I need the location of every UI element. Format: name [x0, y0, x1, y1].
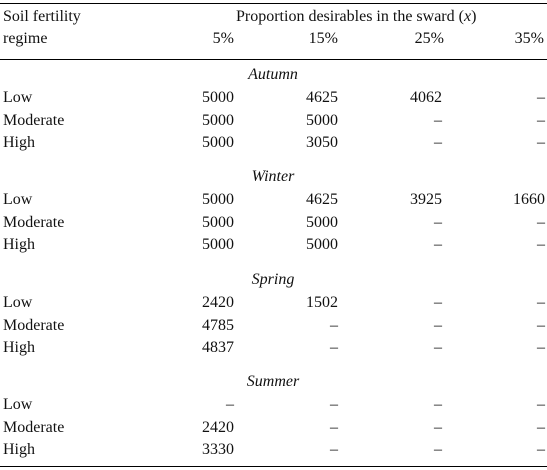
table-bottom-rule	[0, 466, 547, 468]
table-cell: –	[330, 316, 338, 334]
row-label: Moderate	[3, 418, 65, 436]
table-cell: 5000	[202, 191, 234, 208]
table-cell: –	[330, 339, 338, 357]
table-top-rule	[0, 3, 547, 5]
table-cell: –	[330, 441, 338, 459]
column-group-header: Proportion desirables in the sward (x)	[236, 7, 476, 27]
table-cell: –	[537, 316, 545, 334]
row-label: Low	[3, 191, 33, 208]
table-cell: 4837	[202, 339, 234, 357]
table-cell: –	[434, 441, 442, 459]
table-cell: –	[434, 339, 442, 357]
table-cell: –	[537, 89, 545, 106]
table-cell: –	[434, 418, 442, 436]
table-cell: –	[434, 396, 442, 413]
row-label: Low	[3, 294, 33, 311]
table-header-rule	[0, 59, 547, 60]
season-heading-summer: Summer	[246, 373, 300, 390]
row-label: Moderate	[3, 111, 65, 129]
table-cell: 4625	[306, 89, 338, 106]
row-header-line2: regime	[3, 30, 48, 47]
table-cell: 3330	[202, 441, 234, 459]
table-cell: 3050	[306, 134, 338, 152]
table-cell: 4625	[306, 191, 338, 208]
table-cell: 4062	[410, 89, 442, 106]
row-label: High	[3, 134, 35, 152]
table-cell: –	[434, 316, 442, 334]
table-cell: –	[330, 418, 338, 436]
table-cell: 5000	[306, 213, 338, 231]
table-cell: –	[537, 418, 545, 436]
season-heading-autumn: Autumn	[248, 66, 298, 83]
table-cell: –	[226, 396, 234, 413]
table-cell: 5000	[202, 134, 234, 152]
table-cell: 1502	[306, 294, 338, 311]
row-header-line1: Soil fertility	[3, 8, 81, 25]
row-label: Low	[3, 396, 33, 413]
table-cell: –	[537, 134, 545, 152]
table-cell: 5000	[202, 89, 234, 106]
table-cell: 5000	[202, 111, 234, 129]
table-cell: 5000	[202, 236, 234, 254]
table-cell: 4785	[202, 316, 234, 334]
table-cell: –	[537, 339, 545, 357]
table-cell: 5000	[306, 236, 338, 254]
table-cell: –	[537, 213, 545, 231]
row-label: High	[3, 339, 35, 357]
table-cell: –	[537, 396, 545, 413]
table-cell: 2420	[202, 418, 234, 436]
table-cell: –	[434, 213, 442, 231]
row-label: High	[3, 441, 35, 459]
table-cell: –	[434, 236, 442, 254]
table-cell: 2420	[202, 294, 234, 311]
column-header-15: 15%	[308, 30, 338, 47]
column-group-header-variable: x	[463, 8, 472, 25]
table-cell: 1660	[513, 191, 545, 208]
row-label: High	[3, 236, 35, 254]
table-cell: –	[434, 134, 442, 152]
column-group-header-suffix: )	[471, 8, 477, 25]
table-cell: –	[434, 294, 442, 311]
table-cell: –	[537, 441, 545, 459]
column-header-25: 25%	[414, 30, 444, 47]
column-header-35: 35%	[514, 30, 544, 47]
table-cell: 3925	[410, 191, 442, 208]
table-cell: –	[537, 111, 545, 129]
table-cell: 5000	[306, 111, 338, 129]
table-cell: 5000	[202, 213, 234, 231]
season-heading-winter: Winter	[251, 168, 295, 185]
row-label: Moderate	[3, 213, 65, 231]
season-heading-spring: Spring	[251, 271, 295, 288]
column-group-header-prefix: Proportion desirables in the sward (	[236, 8, 464, 25]
table-cell: –	[537, 236, 545, 254]
table-cell: –	[330, 396, 338, 413]
table-cell: –	[434, 111, 442, 129]
row-label: Moderate	[3, 316, 65, 334]
column-header-5: 5%	[212, 30, 234, 47]
row-label: Low	[3, 89, 33, 106]
table-cell: –	[537, 294, 545, 311]
